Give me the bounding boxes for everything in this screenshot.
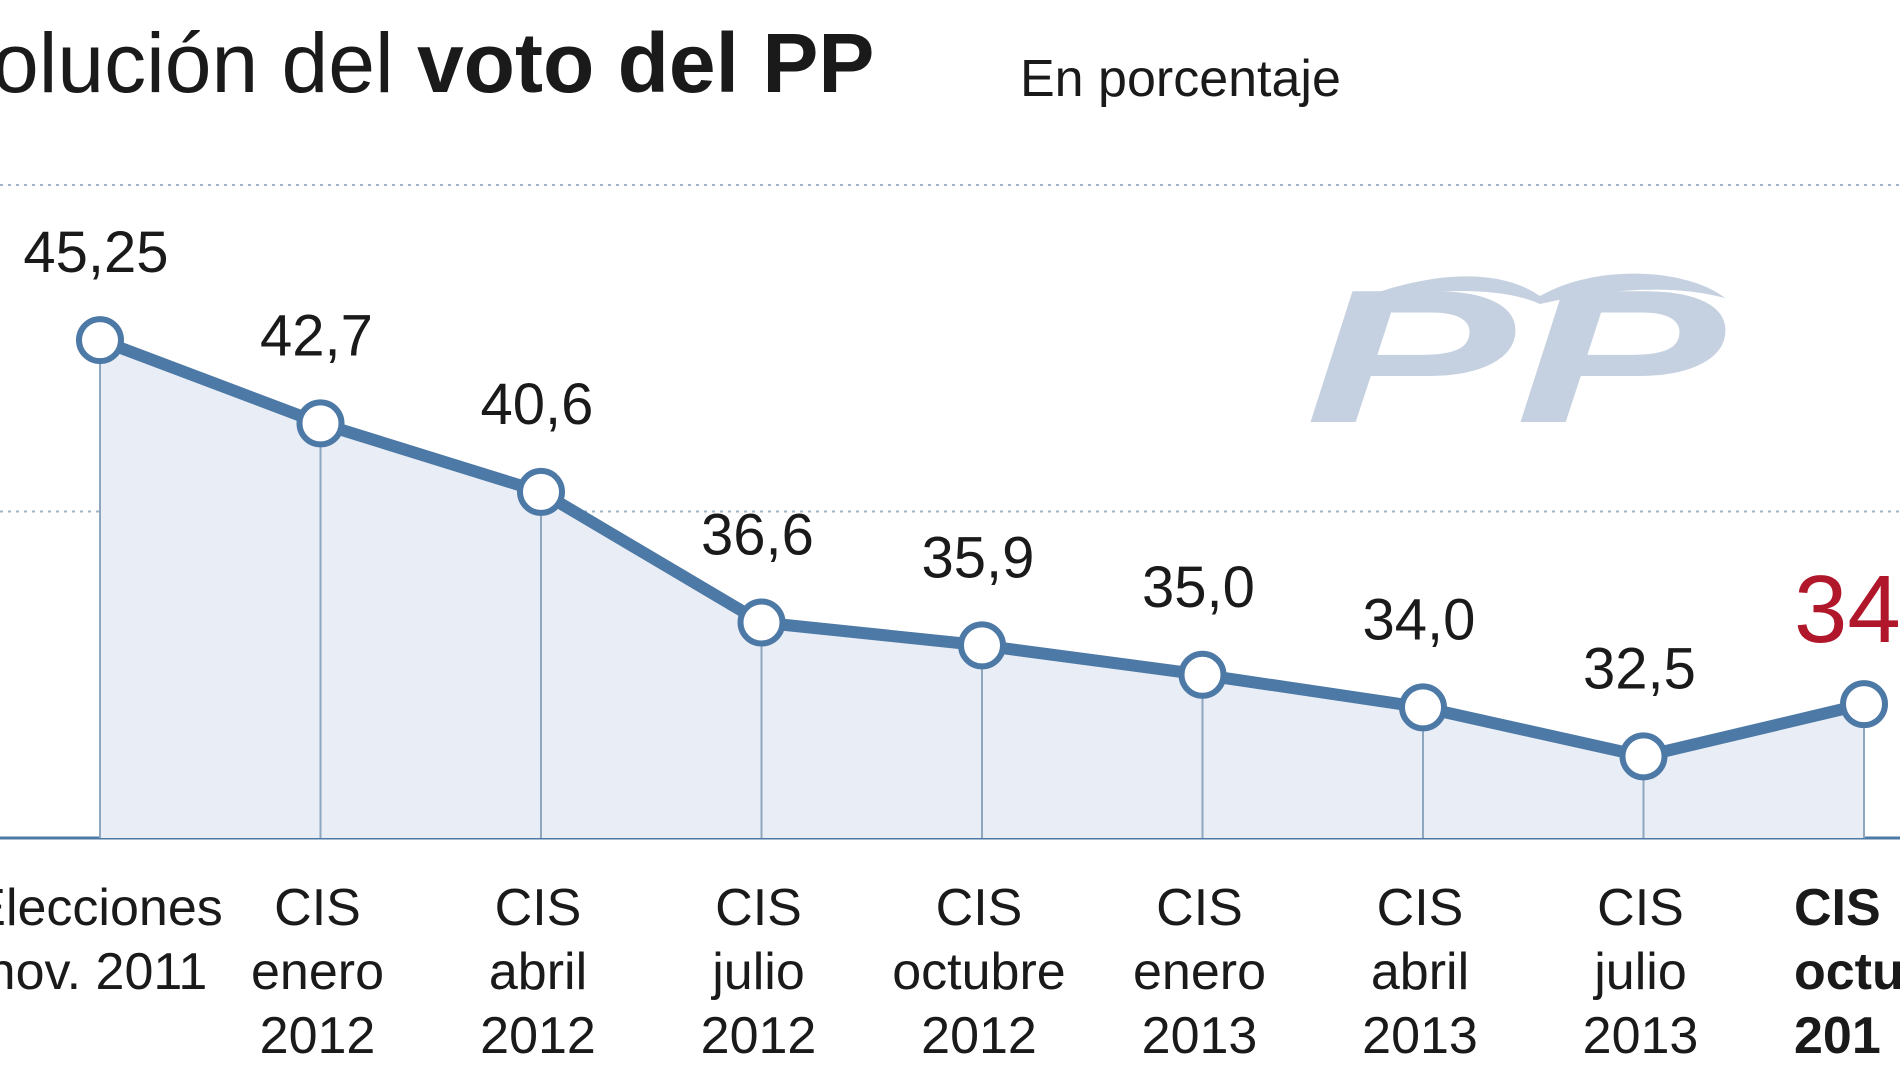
value-labels: 45,25 42,7 40,6 36,6 35,9 35,0 34,0 32,5 34, xyxy=(23,220,1900,701)
category-label-5-line-0: CIS xyxy=(1156,879,1243,937)
data-point-5 xyxy=(1178,650,1227,699)
data-point-3 xyxy=(737,598,786,647)
chart-title-light: olución del xyxy=(0,16,417,110)
data-point-7 xyxy=(1619,732,1668,781)
category-label-1: CIS enero 2012 xyxy=(251,879,384,1065)
data-point-2 xyxy=(517,467,565,516)
category-label-3-line-1: julio xyxy=(710,943,805,1001)
category-label-1-line-0: CIS xyxy=(274,879,361,937)
category-label-0-line-0: Elecciones xyxy=(0,879,223,937)
category-label-3-line-2: 2012 xyxy=(701,1007,817,1065)
category-label-2: CIS abril 2012 xyxy=(480,879,596,1065)
category-label-3-line-0: CIS xyxy=(715,879,802,937)
category-label-2-line-1: abril xyxy=(489,943,587,1001)
drop-lines xyxy=(99,340,1865,838)
category-label-0: Elecciones nov. 2011 xyxy=(0,879,223,1001)
value-label-1: 42,7 xyxy=(260,303,373,368)
category-label-4-line-1: octubre xyxy=(892,943,1065,1001)
chart-subtitle: En porcentaje xyxy=(1020,50,1341,108)
data-point-4 xyxy=(958,621,1006,670)
pp-logo-text: PP xyxy=(1305,251,1725,463)
category-label-5: CIS enero 2013 xyxy=(1133,879,1266,1065)
category-label-8: CIS octub 201 xyxy=(1794,879,1900,1065)
value-label-4: 35,9 xyxy=(922,525,1035,590)
chart-title-bold: voto del PP xyxy=(417,16,874,110)
category-label-4-line-2: 2012 xyxy=(921,1007,1037,1065)
category-label-2-line-0: CIS xyxy=(495,879,582,937)
value-label-5: 35,0 xyxy=(1142,555,1255,620)
category-labels: Elecciones nov. 2011 CIS enero 2012 CIS abril 2… xyxy=(0,879,1900,1065)
category-label-7-line-0: CIS xyxy=(1597,879,1684,937)
category-label-6-line-1: abril xyxy=(1371,943,1469,1001)
category-label-3: CIS julio 2012 xyxy=(701,879,817,1065)
value-label-2: 40,6 xyxy=(481,372,594,437)
point-layer xyxy=(76,316,1888,781)
category-label-8-line-0: CIS xyxy=(1794,879,1881,937)
category-label-5-line-2: 2013 xyxy=(1142,1007,1258,1065)
value-label-8: 34, xyxy=(1794,556,1900,663)
category-label-7-line-1: julio xyxy=(1592,943,1687,1001)
category-label-8-line-1: octub xyxy=(1794,943,1900,1001)
value-label-0: 45,25 xyxy=(23,220,168,285)
category-label-6-line-2: 2013 xyxy=(1362,1007,1478,1065)
category-label-1-line-1: enero xyxy=(251,943,384,1001)
value-label-7: 32,5 xyxy=(1583,636,1696,701)
category-label-1-line-2: 2012 xyxy=(260,1007,376,1065)
category-label-8-line-2: 201 xyxy=(1794,1007,1881,1065)
category-label-4: CIS octubre 2012 xyxy=(892,879,1065,1065)
pp-logo-bird xyxy=(1352,273,1725,304)
category-label-0-line-1: nov. 2011 xyxy=(0,943,207,1001)
value-label-3: 36,6 xyxy=(701,503,814,568)
category-label-7: CIS julio 2013 xyxy=(1583,879,1699,1065)
value-label-6: 34,0 xyxy=(1363,587,1476,652)
category-label-2-line-2: 2012 xyxy=(480,1007,596,1065)
category-label-6: CIS abril 2013 xyxy=(1362,879,1478,1065)
data-point-8 xyxy=(1840,680,1888,729)
pp-logo: PP xyxy=(1305,251,1725,463)
category-label-5-line-1: enero xyxy=(1133,943,1266,1001)
data-point-1 xyxy=(296,399,345,448)
data-point-0 xyxy=(76,316,124,365)
category-label-4-line-0: CIS xyxy=(936,879,1023,937)
chart-title: olución del voto del PP xyxy=(0,16,874,110)
category-label-7-line-2: 2013 xyxy=(1583,1007,1699,1065)
category-label-6-line-0: CIS xyxy=(1377,879,1464,937)
data-point-6 xyxy=(1399,683,1447,732)
